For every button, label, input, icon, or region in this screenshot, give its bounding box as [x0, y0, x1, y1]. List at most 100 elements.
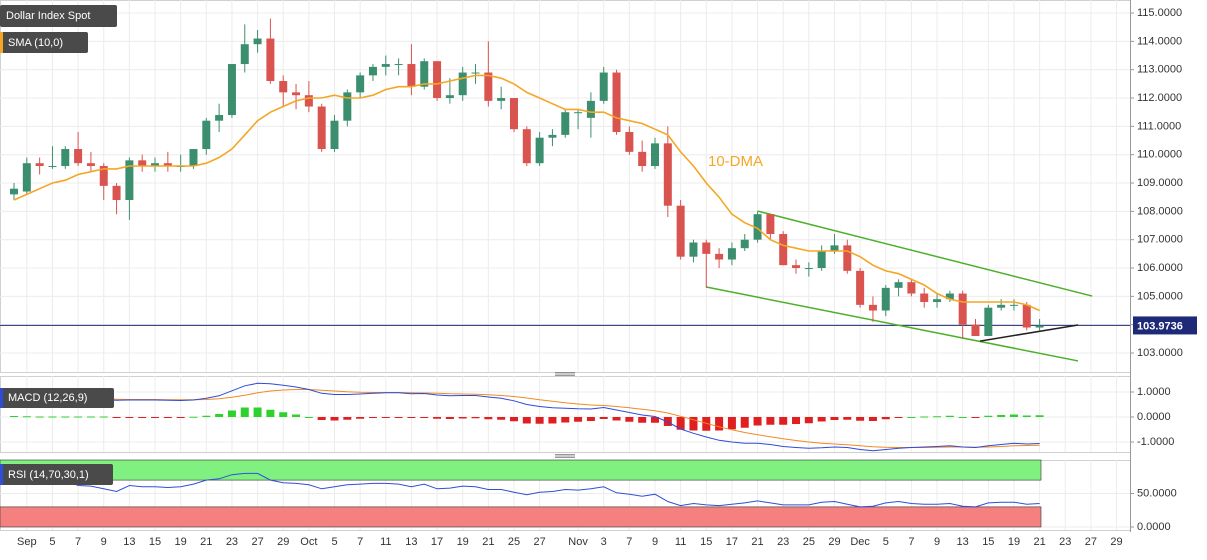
candle-body [881, 287, 890, 311]
x-tick-label: Dec [850, 536, 870, 548]
panel-title: MACD (12,26,9) [8, 392, 87, 404]
histogram-bar [535, 417, 544, 424]
histogram-bar [868, 417, 877, 421]
candle-body [292, 92, 301, 96]
candle-body [266, 38, 275, 82]
y-tick-label: 0.0000 [1137, 411, 1171, 423]
y-tick-label: 110.0000 [1137, 149, 1182, 161]
legend-box [0, 388, 114, 408]
candle-body [702, 242, 711, 254]
candle-body [561, 112, 570, 135]
x-tick-label: 9 [101, 536, 107, 548]
y-tick-label: 1.0000 [1137, 386, 1171, 398]
x-tick-label: 19 [175, 536, 187, 548]
legend-swatch [0, 32, 3, 53]
candle-body [689, 242, 698, 257]
histogram-bar [997, 415, 1006, 417]
legend-entry: SMA (10,0) [8, 37, 63, 49]
candle-body [420, 61, 429, 87]
candle-body [638, 151, 647, 167]
candle-body [612, 72, 621, 133]
x-tick-label: 21 [482, 536, 494, 548]
x-tick-label: Sep [17, 536, 37, 548]
candle-body [471, 72, 480, 74]
candle-body [394, 64, 403, 66]
candle-body [586, 100, 595, 118]
candle-body [1035, 325, 1044, 328]
y-tick-label: -1.0000 [1137, 436, 1174, 448]
histogram-bar [920, 416, 929, 418]
histogram-bar [625, 417, 634, 422]
y-tick-label: 111.0000 [1137, 120, 1181, 132]
x-tick-label: 15 [982, 536, 994, 548]
candle-body [356, 75, 365, 93]
x-tick-label: 9 [652, 536, 658, 548]
candle-body [368, 66, 377, 76]
histogram-bar [971, 417, 980, 418]
x-tick-label: 13 [405, 536, 417, 548]
histogram-bar [163, 417, 172, 418]
histogram-bar [368, 417, 377, 418]
x-tick-label: 29 [1110, 536, 1122, 548]
candle-body [1022, 304, 1031, 328]
histogram-bar [176, 417, 185, 418]
histogram-bar [227, 410, 236, 417]
candle-body [215, 115, 224, 121]
x-tick-label: 21 [751, 536, 763, 548]
histogram-bar [202, 415, 211, 417]
histogram-bar [497, 417, 506, 420]
trendline [757, 210, 1093, 297]
histogram-bar [22, 416, 31, 418]
x-tick-label: 11 [380, 536, 391, 548]
candle-body [484, 72, 493, 101]
x-tick-label: 3 [601, 536, 607, 548]
candle-body [433, 61, 442, 99]
histogram-bar [292, 414, 301, 417]
candle-body [779, 234, 788, 266]
histogram-bar [125, 417, 134, 418]
candle-body [458, 72, 467, 96]
histogram-bar [599, 417, 608, 419]
candle-body [151, 163, 160, 167]
candle-body [99, 166, 108, 186]
histogram-bar [676, 417, 685, 430]
candle-body [343, 92, 352, 121]
candle-body [381, 64, 390, 67]
candle-body [817, 251, 826, 269]
candle-body [907, 282, 916, 294]
histogram-bar [958, 417, 967, 418]
histogram-bar [458, 417, 467, 419]
candle-body [548, 134, 557, 138]
histogram-bar [433, 417, 442, 419]
histogram-bar [522, 417, 531, 424]
histogram-bar [753, 417, 762, 426]
candle-body [651, 143, 659, 167]
x-tick-label: 25 [803, 536, 815, 548]
legend-swatch [0, 464, 3, 485]
histogram-bar [907, 417, 916, 418]
x-tick-label: 19 [457, 536, 469, 548]
y-tick-label: 50.0000 [1137, 487, 1177, 499]
y-tick-label: 106.0000 [1137, 262, 1183, 274]
candle-body [304, 95, 313, 107]
rsi-band [0, 459, 1042, 481]
candle-body [61, 149, 70, 167]
candle-body [202, 120, 211, 150]
histogram-bar [356, 417, 365, 419]
x-tick-label: 21 [200, 536, 212, 548]
candle-body [894, 282, 903, 288]
histogram-bar [317, 417, 326, 420]
candle-body [663, 143, 672, 206]
rsi-line [13, 472, 1040, 508]
y-tick-label: 115.0000 [1137, 7, 1182, 19]
candle-body [227, 64, 236, 116]
histogram-bar [151, 417, 160, 418]
candle-body [522, 129, 531, 164]
histogram-bar [856, 417, 865, 421]
histogram-bar [266, 409, 275, 417]
histogram-bar [933, 416, 942, 418]
x-tick-label: 23 [1059, 536, 1071, 548]
candle-body [138, 160, 147, 167]
panel-title: RSI (14,70,30,1) [8, 469, 89, 481]
